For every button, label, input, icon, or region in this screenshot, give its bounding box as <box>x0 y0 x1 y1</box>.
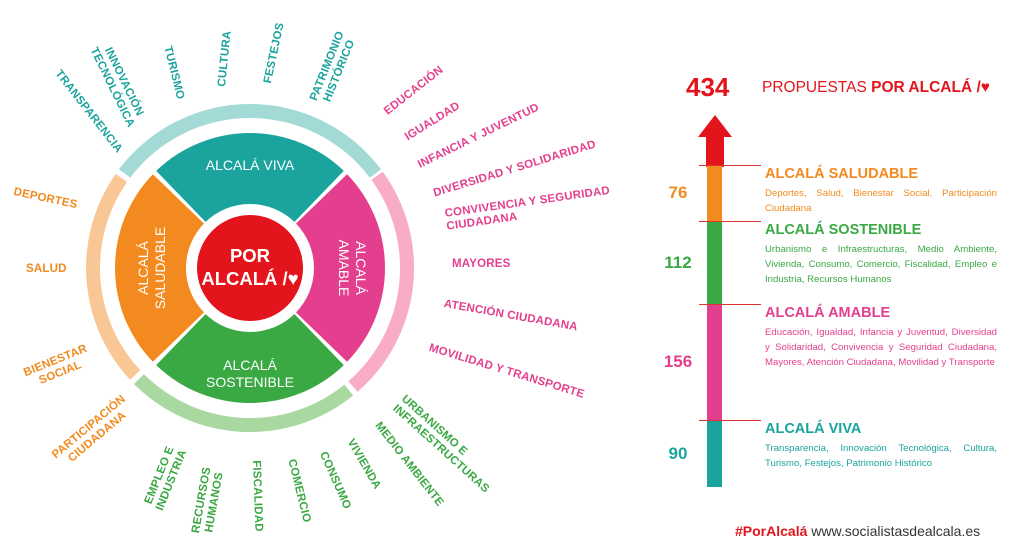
center-circle <box>197 215 303 321</box>
ring-sostenible <box>134 374 354 433</box>
count-sostenible: 112 <box>664 252 692 272</box>
total-label: PROPUESTAS POR ALCALÁ /♥ <box>762 79 990 97</box>
segment-viva <box>156 132 344 225</box>
wheel-diagram <box>86 103 415 433</box>
segment-label-amable: ALCALÁ AMABLE <box>335 218 369 318</box>
desc-viva: Transparencia, Innovación Tecnológica, C… <box>765 443 997 470</box>
footer: #PorAlcalá www.socialistasdealcala.es <box>735 523 980 539</box>
label-fiscalidad: FISCALIDAD <box>250 460 265 533</box>
total-count: 434 <box>686 72 730 102</box>
count-saludable: 76 <box>668 183 688 203</box>
title-saludable: ALCALÁ SALUDABLE <box>765 166 919 182</box>
total-label-bold: POR ALCALÁ /♥ <box>871 79 990 96</box>
bar-segment-amable <box>707 304 722 421</box>
title-amable: ALCALÁ AMABLE <box>765 305 891 322</box>
count-amable: 156 <box>663 352 693 372</box>
footer-site[interactable]: www.socialistasdealcala.es <box>807 523 981 539</box>
ring-saludable <box>86 173 141 380</box>
desc-sostenible: Urbanismo e Infraestructuras, Medio Ambi… <box>765 244 997 286</box>
bar-tick <box>699 420 761 422</box>
bar-tick <box>699 221 761 223</box>
footer-hashtag: #PorAlcalá <box>735 523 808 539</box>
center-label: POR ALCALÁ /♥ <box>190 244 310 290</box>
title-sostenible: ALCALÁ SOSTENIBLE <box>765 222 922 239</box>
segment-label-sostenible-line2: SOSTENIBLE <box>206 374 294 390</box>
count-viva: 90 <box>668 443 688 463</box>
bar-segment-saludable <box>707 165 722 222</box>
title-viva: ALCALÁ VIVA <box>765 421 862 438</box>
segment-label-saludable: ALCALÁ SALUDABLE <box>135 218 169 318</box>
desc-saludable: Deportes, Salud, Bienestar Social, Parti… <box>765 188 997 214</box>
ring-viva <box>119 103 381 178</box>
segment-label-sostenible-line1: ALCALÁ <box>223 357 277 373</box>
segment-label-amable-line2: AMABLE <box>336 239 352 297</box>
arrow-up-icon <box>698 115 732 167</box>
bar-segment-viva <box>707 420 722 487</box>
bar-segment-sostenible <box>707 221 722 305</box>
center-line1: POR <box>229 245 271 266</box>
segment-amable <box>293 174 386 362</box>
segment-label-saludable-line1: ALCALÁ <box>135 241 151 295</box>
segment-label-amable-line1: ALCALÁ <box>353 241 369 295</box>
label-salud: SALUD <box>26 263 67 275</box>
segment-sostenible <box>156 311 344 404</box>
total-label-pre: PROPUESTAS <box>762 79 872 96</box>
segment-label-saludable-line2: SALUDABLE <box>152 226 168 310</box>
desc-amable: Educación, Igualdad, Infancia y Juventud… <box>765 327 997 369</box>
segment-label-sostenible: ALCALÁ SOSTENIBLE <box>190 357 310 391</box>
segment-saludable <box>114 174 207 362</box>
label-mayores: MAYORES <box>452 258 511 270</box>
ring-amable <box>348 171 415 392</box>
bar-tick <box>699 165 761 166</box>
bar-tick <box>699 304 761 306</box>
segment-label-viva: ALCALÁ VIVA <box>205 157 295 173</box>
center-line2: ALCALÁ /♥ <box>201 268 299 289</box>
